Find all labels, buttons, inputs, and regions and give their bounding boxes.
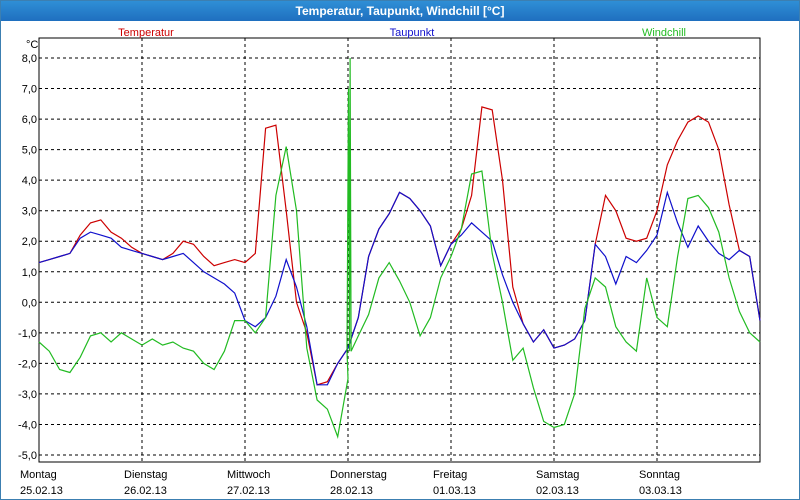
plot-area-border [38,37,761,463]
x-date-label: 02.03.13 [536,485,579,497]
y-tick-label: 8,0 [22,53,37,65]
x-day-label: Dienstag [124,469,167,481]
y-tick-label: 3,0 [22,206,37,218]
x-day-label: Freitag [433,469,467,481]
x-date-label: 27.02.13 [227,485,270,497]
y-tick-label: -4,0 [18,419,37,431]
y-tick-label: 1,0 [22,267,37,279]
legend-taupunkt: Taupunkt [390,27,435,39]
x-date-label: 03.03.13 [639,485,682,497]
y-tick-label: -5,0 [18,450,37,462]
x-date-label: 26.02.13 [124,485,167,497]
y-tick-label: 5,0 [22,145,37,157]
y-tick-label: 2,0 [22,236,37,248]
series-line-taupunkt [38,190,761,386]
y-tick-label: -1,0 [18,328,37,340]
series-line-windchill [38,57,761,439]
y-tick-label: 0,0 [22,297,37,309]
x-day-label: Samstag [536,469,579,481]
legend-temperatur: Temperatur [118,27,174,39]
x-day-label: Sonntag [639,469,680,481]
series-line-temperatur [38,106,761,386]
chart-title: Temperatur, Taupunkt, Windchill [°C] [1,1,799,21]
x-date-label: 01.03.13 [433,485,476,497]
x-day-label: Donnerstag [330,469,387,481]
x-date-label: 25.02.13 [20,485,63,497]
y-tick-label: -2,0 [18,358,37,370]
x-day-label: Mittwoch [227,469,270,481]
y-tick-label: -3,0 [18,389,37,401]
legend-windchill: Windchill [642,27,686,39]
y-tick-label: 6,0 [22,114,37,126]
y-axis-unit-label: °C [26,39,38,51]
x-date-label: 28.02.13 [330,485,373,497]
x-day-label: Montag [20,469,57,481]
y-tick-label: 7,0 [22,84,37,96]
y-tick-label: 4,0 [22,175,37,187]
